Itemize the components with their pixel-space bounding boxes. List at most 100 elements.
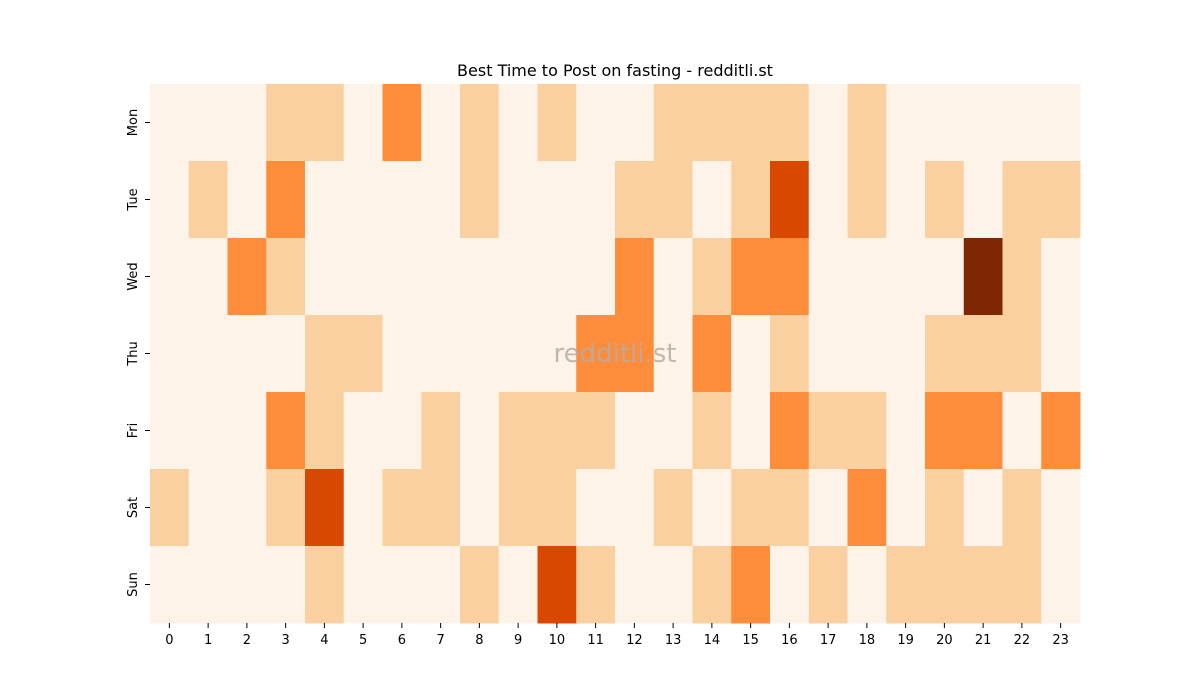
x-tick-label: 7 xyxy=(436,633,444,648)
heatmap-cell-thu-20 xyxy=(925,315,965,393)
heatmap-cell-wed-0 xyxy=(150,238,190,316)
heatmap-cell-thu-21 xyxy=(963,315,1003,393)
heatmap-cell-mon-18 xyxy=(847,84,887,162)
heatmap-cell-tue-5 xyxy=(343,161,383,239)
heatmap-cell-mon-21 xyxy=(963,84,1003,162)
heatmap-cell-thu-4 xyxy=(305,315,345,393)
heatmap-cell-sun-16 xyxy=(770,546,810,624)
heatmap-cell-tue-2 xyxy=(227,161,267,239)
heatmap-cell-sat-3 xyxy=(266,469,306,547)
x-tick-label: 8 xyxy=(475,633,483,648)
heatmap-cell-wed-11 xyxy=(576,238,616,316)
heatmap-cell-thu-16 xyxy=(770,315,810,393)
x-tick-label: 5 xyxy=(359,633,367,648)
heatmap-cell-thu-22 xyxy=(1002,315,1042,393)
x-tick-label: 2 xyxy=(243,633,251,648)
heatmap-cell-fri-23 xyxy=(1041,392,1081,470)
heatmap-cell-wed-16 xyxy=(770,238,810,316)
heatmap-cell-fri-2 xyxy=(227,392,267,470)
heatmap-cell-tue-14 xyxy=(692,161,732,239)
heatmap-cell-tue-6 xyxy=(382,161,422,239)
heatmap-cell-sun-11 xyxy=(576,546,616,624)
heatmap-cell-tue-16 xyxy=(770,161,810,239)
heatmap-cell-mon-4 xyxy=(305,84,345,162)
heatmap-cell-sat-2 xyxy=(227,469,267,547)
heatmap-cell-sun-21 xyxy=(963,546,1003,624)
heatmap-cell-wed-6 xyxy=(382,238,422,316)
heatmap-cell-tue-20 xyxy=(925,161,965,239)
heatmap-cell-sun-19 xyxy=(886,546,926,624)
heatmap-cell-fri-15 xyxy=(731,392,771,470)
heatmap-cell-thu-15 xyxy=(731,315,771,393)
heatmap-cell-wed-9 xyxy=(498,238,538,316)
x-tick-label: 3 xyxy=(281,633,289,648)
heatmap-cell-sun-3 xyxy=(266,546,306,624)
heatmap-cell-sun-5 xyxy=(343,546,383,624)
heatmap-cell-wed-19 xyxy=(886,238,926,316)
heatmap-cell-tue-0 xyxy=(150,161,190,239)
heatmap-cell-tue-3 xyxy=(266,161,306,239)
y-tick-label: Mon xyxy=(126,109,141,136)
heatmap-cell-fri-22 xyxy=(1002,392,1042,470)
heatmap-cell-wed-1 xyxy=(188,238,228,316)
heatmap-cell-sun-6 xyxy=(382,546,422,624)
watermark: redditli.st xyxy=(554,339,677,369)
x-tick-label: 1 xyxy=(204,633,212,648)
heatmap-cell-tue-21 xyxy=(963,161,1003,239)
x-tick-label: 10 xyxy=(549,633,566,648)
heatmap-cell-thu-5 xyxy=(343,315,383,393)
heatmap-cell-fri-19 xyxy=(886,392,926,470)
heatmap-cell-thu-17 xyxy=(808,315,848,393)
heatmap-cell-tue-11 xyxy=(576,161,616,239)
heatmap-cell-tue-23 xyxy=(1041,161,1081,239)
heatmap-cell-wed-13 xyxy=(653,238,693,316)
heatmap-cell-mon-13 xyxy=(653,84,693,162)
x-tick-label: 22 xyxy=(1014,633,1031,648)
heatmap-cell-sat-13 xyxy=(653,469,693,547)
heatmap-cell-mon-7 xyxy=(421,84,461,162)
heatmap-cell-thu-14 xyxy=(692,315,732,393)
heatmap-cell-sun-17 xyxy=(808,546,848,624)
heatmap-cell-sun-18 xyxy=(847,546,887,624)
heatmap-cell-fri-20 xyxy=(925,392,965,470)
heatmap-cell-sun-1 xyxy=(188,546,228,624)
heatmap-cell-mon-15 xyxy=(731,84,771,162)
heatmap-cell-mon-0 xyxy=(150,84,190,162)
heatmap-cell-wed-2 xyxy=(227,238,267,316)
heatmap-cell-thu-23 xyxy=(1041,315,1081,393)
x-tick-label: 9 xyxy=(514,633,522,648)
heatmap-cell-fri-11 xyxy=(576,392,616,470)
heatmap-cell-sat-6 xyxy=(382,469,422,547)
x-tick-label: 16 xyxy=(781,633,798,648)
heatmap-cell-mon-8 xyxy=(460,84,500,162)
heatmap-cell-sun-12 xyxy=(615,546,655,624)
heatmap-cell-sun-14 xyxy=(692,546,732,624)
heatmap-cell-sat-21 xyxy=(963,469,1003,547)
heatmap-cell-sat-7 xyxy=(421,469,461,547)
heatmap-cell-fri-5 xyxy=(343,392,383,470)
heatmap-cell-fri-7 xyxy=(421,392,461,470)
heatmap-cell-wed-20 xyxy=(925,238,965,316)
heatmap-cell-fri-17 xyxy=(808,392,848,470)
heatmap-cell-mon-14 xyxy=(692,84,732,162)
heatmap-cell-sun-0 xyxy=(150,546,190,624)
heatmap-cell-sat-18 xyxy=(847,469,887,547)
heatmap-cell-sun-4 xyxy=(305,546,345,624)
heatmap-cell-tue-15 xyxy=(731,161,771,239)
heatmap-cell-sat-4 xyxy=(305,469,345,547)
heatmap-cell-mon-2 xyxy=(227,84,267,162)
heatmap-cell-sun-2 xyxy=(227,546,267,624)
heatmap-cell-fri-3 xyxy=(266,392,306,470)
heatmap-cell-tue-17 xyxy=(808,161,848,239)
y-tick-label: Wed xyxy=(126,262,141,290)
heatmap-cell-thu-11 xyxy=(576,315,616,393)
x-tick-label: 0 xyxy=(165,633,173,648)
x-tick-label: 19 xyxy=(897,633,914,648)
chart-title: Best Time to Post on fasting - redditli.… xyxy=(457,61,773,80)
x-tick-label: 4 xyxy=(320,633,328,648)
heatmap-cell-sat-14 xyxy=(692,469,732,547)
heatmap-cell-wed-15 xyxy=(731,238,771,316)
heatmap-cell-tue-9 xyxy=(498,161,538,239)
heatmap-cell-fri-0 xyxy=(150,392,190,470)
